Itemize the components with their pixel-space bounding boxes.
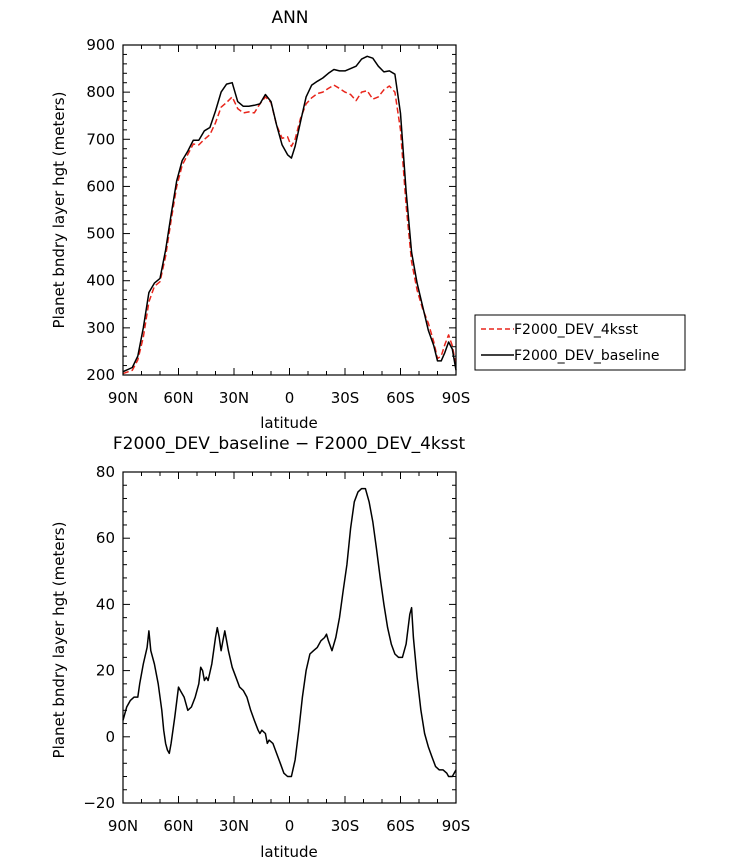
xtick-label: 60N [163,817,193,835]
top-chart-xlabel: latitude [260,414,318,432]
ytick-label: 200 [86,366,115,384]
ytick-label: 800 [86,83,115,101]
xtick-label: 30N [219,817,249,835]
legend-label-4ksst: F2000_DEV_4ksst [514,322,638,338]
ytick-label: 20 [96,662,115,680]
bottom-chart-xlabel: latitude [260,843,318,861]
ytick-label: 500 [86,225,115,243]
ytick-label: 400 [86,272,115,290]
ytick-label: 600 [86,177,115,195]
legend-label-baseline: F2000_DEV_baseline [514,348,660,364]
bottom-plot-frame [122,471,457,804]
ytick-label: 700 [86,130,115,148]
xtick-label: 30N [219,389,249,407]
xtick-label: 90S [442,817,471,835]
series-line-f2000-dev-baseline [122,55,457,373]
xtick-label: 30S [331,817,360,835]
xtick-label: 0 [285,817,295,835]
xtick-label: 0 [285,389,295,407]
xtick-label: 30S [331,389,360,407]
xtick-label: 90N [108,389,138,407]
ytick-label: 60 [96,529,115,547]
legend-box [474,314,686,371]
top-chart-title: ANN [271,8,308,28]
bottom-chart-title: F2000_DEV_baseline − F2000_DEV_4ksst [113,434,466,454]
top-chart-ylabel: Planet bndry layer hgt (meters) [50,92,68,329]
xtick-label: 60N [163,389,193,407]
bottom-chart-ylabel: Planet bndry layer hgt (meters) [50,522,68,759]
ytick-label: 300 [86,319,115,337]
ytick-label: 900 [86,36,115,54]
series-line-difference [122,487,457,778]
ytick-label: 0 [105,728,115,746]
top-plot-frame [122,44,457,376]
xtick-label: 90S [442,389,471,407]
ytick-label: −20 [83,794,115,812]
ytick-label: 40 [96,595,115,613]
xtick-label: 60S [386,389,415,407]
series-line-f2000-dev-4ksst [122,84,457,375]
bottom-chart-panel: F2000_DEV_baseline − F2000_DEV_4ksst Pla… [50,434,470,861]
ytick-label: 80 [96,463,115,481]
top-chart-panel: ANN Planet bndry layer hgt (meters) lati… [50,8,686,432]
legend: F2000_DEV_4ksst F2000_DEV_baseline [474,314,686,371]
xtick-label: 90N [108,817,138,835]
xtick-label: 60S [386,817,415,835]
